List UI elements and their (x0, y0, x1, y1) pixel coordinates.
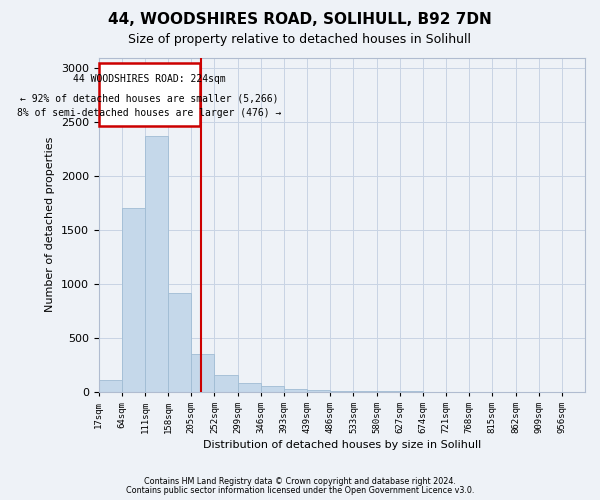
Bar (330, 391, 353, 392)
Bar (400, 391, 423, 392)
Bar (307, 390, 330, 392)
Text: Size of property relative to detached houses in Solihull: Size of property relative to detached ho… (128, 32, 472, 46)
Bar (122, 208, 145, 392)
Text: 44 WOODSHIRES ROAD: 224sqm: 44 WOODSHIRES ROAD: 224sqm (73, 74, 226, 84)
Bar (98, 62, 200, 126)
Y-axis label: Number of detached properties: Number of detached properties (45, 137, 55, 312)
Text: Contains HM Land Registry data © Crown copyright and database right 2024.: Contains HM Land Registry data © Crown c… (144, 477, 456, 486)
Bar (377, 391, 400, 392)
X-axis label: Distribution of detached houses by size in Solihull: Distribution of detached houses by size … (203, 440, 481, 450)
Bar (98, 380, 122, 392)
Bar (238, 383, 261, 392)
Bar (353, 391, 377, 392)
Bar (214, 375, 238, 392)
Bar (284, 388, 307, 392)
Bar (145, 136, 168, 392)
Bar (191, 354, 214, 392)
Text: 44, WOODSHIRES ROAD, SOLIHULL, B92 7DN: 44, WOODSHIRES ROAD, SOLIHULL, B92 7DN (108, 12, 492, 28)
Text: 8% of semi-detached houses are larger (476) →: 8% of semi-detached houses are larger (4… (17, 108, 281, 118)
Bar (168, 292, 191, 392)
Bar (261, 386, 284, 392)
Text: ← 92% of detached houses are smaller (5,266): ← 92% of detached houses are smaller (5,… (20, 93, 278, 103)
Text: Contains public sector information licensed under the Open Government Licence v3: Contains public sector information licen… (126, 486, 474, 495)
